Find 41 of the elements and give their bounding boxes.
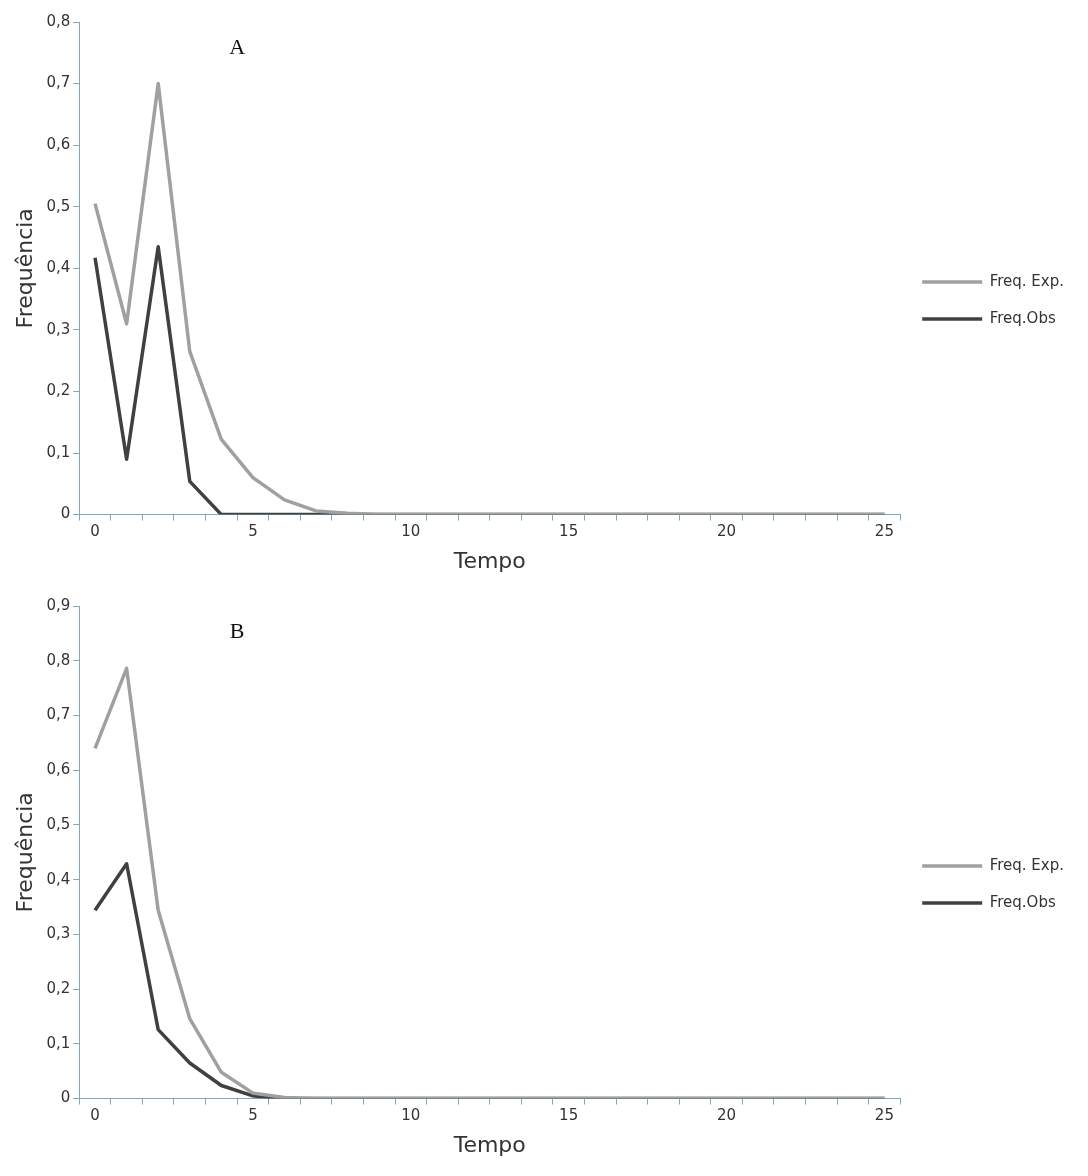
- y-tick-label: 0,6: [46, 135, 71, 154]
- y-tick-label: 0,3: [46, 924, 71, 943]
- y-axis-title: Frequência: [11, 208, 37, 329]
- y-tick-label: 0,2: [46, 381, 71, 400]
- x-tick-label: 0: [90, 1106, 100, 1125]
- x-tick-label: 10: [401, 1106, 421, 1125]
- x-tick-label: 15: [559, 522, 579, 541]
- x-tick-label: 5: [248, 522, 258, 541]
- x-tick-label: 20: [716, 522, 737, 541]
- x-tick-label: 20: [716, 1106, 737, 1125]
- y-tick-label: 0,5: [46, 814, 71, 833]
- annotation: A: [229, 33, 246, 59]
- legend-label: Freq. Exp.: [989, 855, 1065, 874]
- x-tick-label: 5: [248, 1106, 258, 1125]
- x-tick-label: 15: [559, 1106, 579, 1125]
- x-tick-label: 25: [874, 522, 894, 541]
- x-tick-label: 10: [401, 522, 421, 541]
- y-tick-label: 0,3: [46, 319, 71, 338]
- y-tick-label: 0,8: [46, 11, 71, 30]
- y-tick-label: 0,6: [46, 760, 71, 779]
- legend-label: Freq.Obs: [989, 892, 1056, 911]
- y-tick-label: 0,8: [46, 650, 71, 669]
- y-tick-label: 0,4: [46, 869, 71, 888]
- y-tick-label: 0,4: [46, 258, 71, 277]
- x-axis-title: Tempo: [452, 547, 526, 573]
- y-tick-label: 0,7: [46, 73, 71, 92]
- y-axis-title: Frequência: [11, 792, 37, 913]
- y-tick-label: 0: [60, 1088, 71, 1107]
- y-tick-label: 0,1: [46, 442, 71, 461]
- y-tick-label: 0,9: [46, 595, 71, 614]
- y-tick-label: 0,7: [46, 705, 71, 724]
- y-tick-label: 0,5: [46, 196, 71, 215]
- y-tick-label: 0,1: [46, 1033, 71, 1052]
- x-tick-label: 0: [90, 522, 100, 541]
- y-tick-label: 0: [60, 504, 71, 523]
- legend-label: Freq.Obs: [989, 308, 1056, 327]
- annotation: B: [229, 617, 245, 643]
- legend-label: Freq. Exp.: [989, 271, 1065, 290]
- x-tick-label: 25: [874, 1106, 894, 1125]
- y-tick-label: 0,2: [46, 979, 71, 998]
- x-axis-title: Tempo: [452, 1131, 526, 1157]
